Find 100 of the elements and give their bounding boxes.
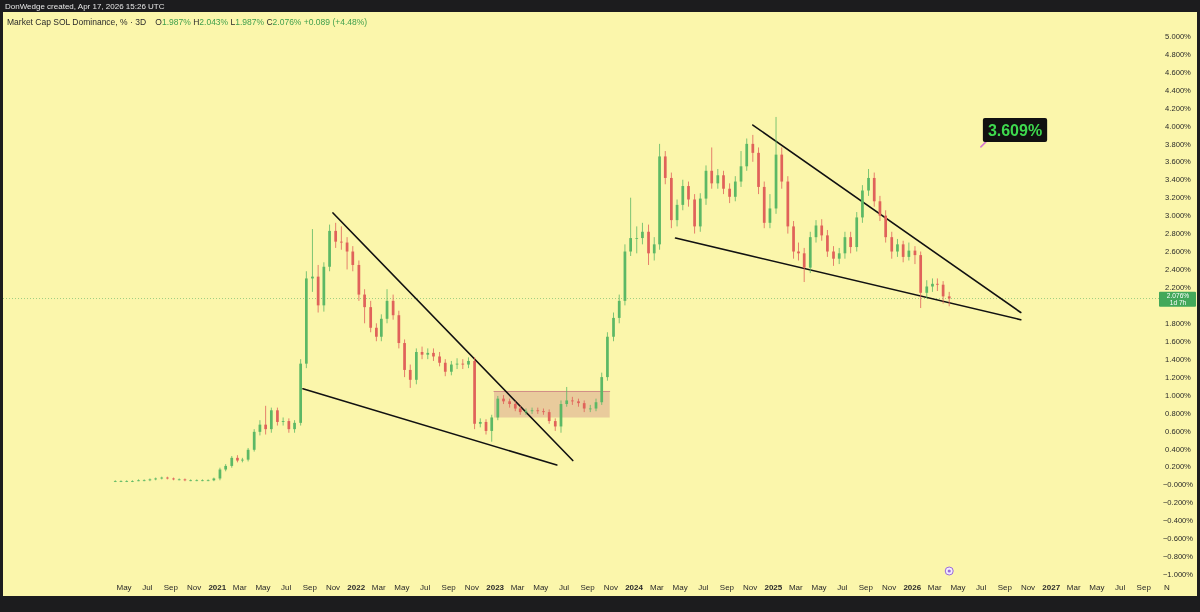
candlestick <box>189 478 193 482</box>
candlestick <box>281 417 285 426</box>
candlestick <box>351 245 355 272</box>
candlestick <box>936 278 939 292</box>
candlestick <box>113 479 117 483</box>
candlestick <box>617 294 621 324</box>
text: O1.987% H2.043% L1.987% C2.076% +0.089 (+4.48%) <box>155 17 368 27</box>
x-tick-label: May <box>672 583 688 592</box>
x-tick-label: Mar <box>927 583 942 592</box>
x-tick-label: May <box>1089 583 1105 592</box>
x-tick-label: Nov <box>881 583 897 592</box>
x-tick-label: 2026 <box>903 583 922 592</box>
x-tick-label: Mar <box>510 583 525 592</box>
x-tick-label: Sep <box>441 583 457 592</box>
candlestick <box>363 288 366 324</box>
x-tick-label: Nov <box>743 583 758 592</box>
candlestick <box>571 396 574 406</box>
x-tick-label: 2021 <box>208 583 227 592</box>
candlestick <box>542 408 545 416</box>
x-tick-label: Jul <box>142 583 153 592</box>
x-tick-label: 2022 <box>347 583 366 592</box>
candlestick <box>849 231 852 254</box>
x-tick-label: Jul <box>976 583 987 592</box>
x-tick-label: Nov <box>325 583 341 592</box>
x-tick-label: Sep <box>302 583 318 592</box>
candlestick <box>177 478 181 481</box>
candlestick <box>369 300 373 333</box>
candlestick <box>612 312 615 342</box>
x-tick-label: Jul <box>558 583 570 592</box>
candlestick <box>867 168 870 197</box>
candlestick <box>733 175 737 202</box>
x-tick-label: Nov <box>186 583 202 592</box>
candlestick <box>820 218 824 242</box>
x-tick-label: Sep <box>1136 583 1152 592</box>
x-tick-label: Sep <box>580 583 596 592</box>
x-tick-label: Sep <box>719 583 735 592</box>
candlestick <box>530 407 534 415</box>
x-tick-label: Jul <box>419 583 431 592</box>
x-tick-label: 2024 <box>625 583 644 592</box>
candlestick <box>716 168 720 190</box>
x-tick-label: Mar <box>1066 583 1081 592</box>
candlestick <box>490 414 494 443</box>
candlestick <box>432 348 435 362</box>
x-tick-label: May <box>950 583 966 592</box>
x-tick-label: N <box>1164 583 1171 592</box>
x-tick-label: Jul <box>281 583 292 592</box>
candlestick <box>206 478 210 482</box>
x-tick-label: May <box>394 583 410 592</box>
candlestick <box>119 479 123 483</box>
candlestick <box>379 313 383 342</box>
candlestick <box>947 291 951 307</box>
x-tick-label: May <box>533 583 549 592</box>
candlestick <box>408 364 412 389</box>
candlestick <box>455 357 459 370</box>
candlestick <box>890 231 894 260</box>
x-tick-label: Nov <box>464 583 480 592</box>
candlestick <box>652 236 656 261</box>
candlestick <box>710 147 714 190</box>
candlestick <box>269 407 273 434</box>
candlestick <box>832 245 835 267</box>
candlestick <box>524 408 528 416</box>
annotation: 3.609% <box>987 121 1043 139</box>
candlestick <box>565 386 569 408</box>
x-tick-label: May <box>255 583 271 592</box>
candlestick <box>629 197 632 257</box>
candlestick <box>264 405 267 435</box>
candlestick <box>884 209 888 243</box>
candlestick <box>496 395 500 421</box>
candlestick <box>577 398 580 408</box>
candlestick <box>745 138 749 172</box>
candlestick <box>142 478 146 482</box>
x-tick-label: Jul <box>698 583 709 592</box>
candlestick <box>340 226 343 251</box>
candlestick <box>901 240 905 263</box>
x-tick-label: May <box>811 583 827 592</box>
x-tick-label: Sep <box>997 583 1013 592</box>
candlestick <box>334 222 338 249</box>
x-tick-label: 2027 <box>1042 583 1061 592</box>
candlestick <box>183 478 187 482</box>
text: Market Cap SOL Dominance, % · 3D <box>7 17 147 27</box>
x-tick-label: Jul <box>837 583 848 592</box>
candlestick <box>751 134 755 163</box>
candlestick <box>647 224 650 266</box>
x-tick-label: 2025 <box>764 583 783 592</box>
x-tick-label: Mar <box>371 583 386 592</box>
candlestick <box>687 181 690 208</box>
candlestick <box>641 222 644 245</box>
candlestick <box>931 278 934 293</box>
x-tick-label: Mar <box>650 583 665 592</box>
candlestick <box>635 226 639 254</box>
candlestick <box>872 172 876 208</box>
candlestick <box>663 150 667 185</box>
candlestick <box>461 358 465 370</box>
candlestick <box>728 182 731 204</box>
x-tick-label: Mar <box>788 583 804 592</box>
x-tick-label: Nov <box>603 583 618 592</box>
candlestick <box>125 479 129 483</box>
text: DonWedge created, Apr 17, 2026 15:26 UTC <box>5 2 165 11</box>
x-tick-label: Sep <box>163 583 179 592</box>
x-tick-label: May <box>116 583 132 592</box>
